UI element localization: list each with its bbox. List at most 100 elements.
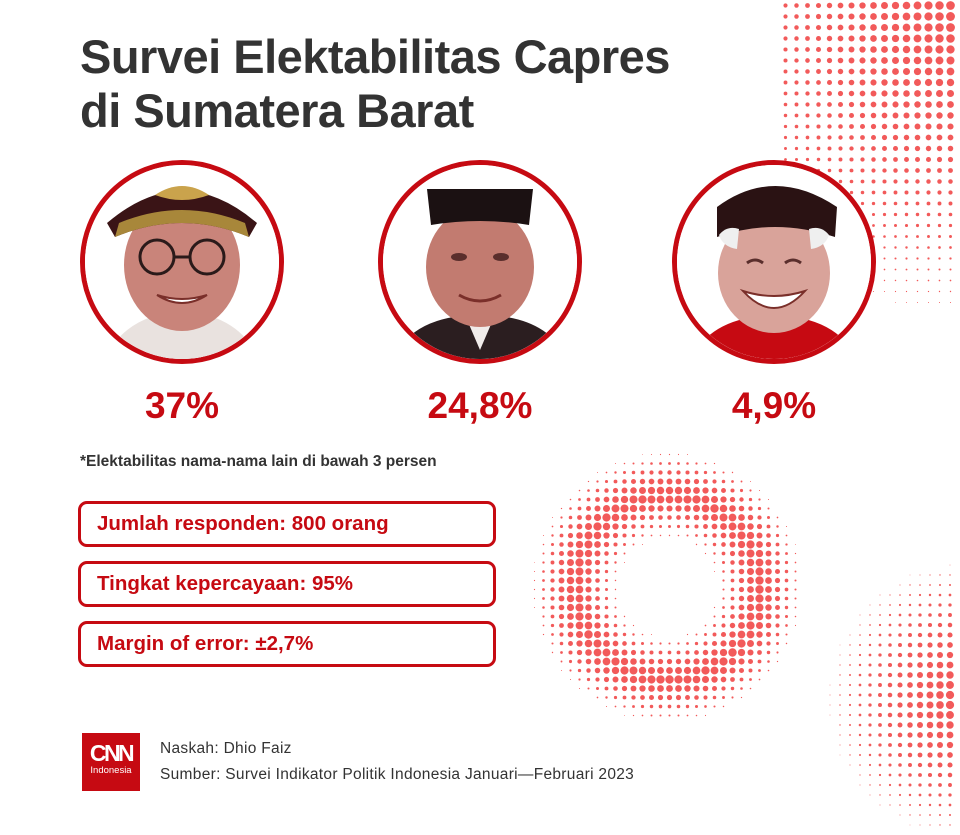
halftone-dot [816, 69, 821, 74]
halftone-dot [849, 764, 851, 766]
halftone-dot [927, 642, 933, 648]
halftone-dot [881, 101, 888, 108]
halftone-dot [929, 574, 931, 576]
halftone-dot [794, 606, 797, 609]
halftone-dot [730, 569, 735, 574]
halftone-dot [559, 533, 564, 538]
halftone-dot [909, 594, 911, 596]
halftone-dot [917, 652, 923, 658]
halftone-dot [765, 586, 772, 593]
halftone-dot [907, 642, 913, 648]
halftone-dot [893, 190, 898, 195]
halftone-dot [878, 653, 882, 657]
halftone-dot [928, 783, 932, 787]
halftone-dot [870, 46, 877, 53]
halftone-dot [648, 685, 655, 692]
halftone-dot [826, 2, 833, 9]
halftone-dot [937, 632, 943, 638]
halftone-dot [916, 246, 919, 249]
halftone-dot [758, 498, 761, 501]
halftone-dot [908, 793, 912, 797]
halftone-dot [595, 596, 600, 601]
halftone-dot [891, 56, 900, 65]
halftone-dot [878, 763, 882, 767]
halftone-dot [561, 670, 562, 671]
halftone-dot [605, 471, 608, 474]
halftone-dot [937, 772, 943, 778]
halftone-dot [859, 79, 866, 86]
halftone-dot [794, 3, 799, 8]
halftone-dot [869, 614, 871, 616]
halftone-dot [737, 639, 746, 648]
halftone-dot [675, 667, 682, 674]
halftone-dot [870, 68, 877, 75]
halftone-dot [713, 615, 716, 618]
halftone-dot [722, 588, 725, 591]
halftone-dot [839, 654, 841, 656]
halftone-dot [913, 1, 922, 10]
halftone-dot [925, 156, 932, 163]
halftone-dot [868, 703, 872, 707]
halftone-dot [919, 824, 921, 826]
halftone-dot [883, 290, 886, 293]
halftone-dot [878, 623, 882, 627]
halftone-dot [676, 524, 681, 529]
halftone-dot [603, 532, 610, 539]
halftone-dot [710, 666, 719, 675]
halftone-dot [722, 606, 725, 609]
halftone-dot [730, 560, 735, 565]
halftone-dot [927, 762, 933, 768]
halftone-dot [586, 668, 591, 673]
halftone-dot [605, 705, 608, 708]
halftone-dot [794, 552, 797, 555]
halftone-dot [859, 634, 861, 636]
halftone-dot [916, 701, 924, 709]
halftone-dot [730, 614, 735, 619]
halftone-dot [631, 470, 636, 475]
halftone-dot [894, 290, 897, 293]
candidate-portrait-1 [80, 160, 284, 364]
halftone-dot [693, 487, 700, 494]
halftone-dot [917, 752, 923, 758]
halftone-dot [878, 753, 882, 757]
halftone-dot [631, 695, 636, 700]
halftone-dot [858, 663, 862, 667]
halftone-dot [935, 1, 944, 10]
halftone-dot [794, 14, 799, 19]
halftone-dot [907, 722, 913, 728]
halftone-dot [758, 678, 761, 681]
halftone-dot [567, 541, 574, 548]
halftone-dot [722, 579, 725, 582]
halftone-dot [684, 478, 691, 485]
halftone-dot [937, 179, 942, 184]
halftone-dot [710, 495, 719, 504]
halftone-dot [887, 732, 893, 738]
halftone-dot [595, 587, 600, 592]
halftone-dot [577, 659, 582, 664]
halftone-dot [927, 772, 933, 778]
halftone-dot [721, 686, 726, 691]
halftone-dot [677, 714, 680, 717]
halftone-dot [647, 486, 656, 495]
halftone-dots-bottom-right [829, 564, 955, 826]
halftone-dot [534, 607, 535, 608]
halftone-dot [859, 112, 866, 119]
halftone-dot [887, 672, 893, 678]
halftone-dot [945, 690, 955, 700]
halftone-dot [949, 301, 952, 304]
halftone-dot [666, 667, 673, 674]
halftone-dot [937, 752, 943, 758]
halftone-dot [926, 711, 934, 719]
halftone-dot [839, 714, 841, 716]
halftone-dot [558, 604, 565, 611]
halftone-dot [902, 23, 911, 32]
halftone-dot [758, 489, 761, 492]
halftone-dot [784, 578, 789, 583]
halftone-dot [902, 1, 911, 10]
halftone-dot [859, 624, 861, 626]
halftone-dot [904, 223, 909, 228]
halftone-dot [871, 212, 876, 217]
halftone-dot [630, 478, 637, 485]
halftone-dot [949, 257, 952, 260]
halftone-dot [859, 644, 861, 646]
